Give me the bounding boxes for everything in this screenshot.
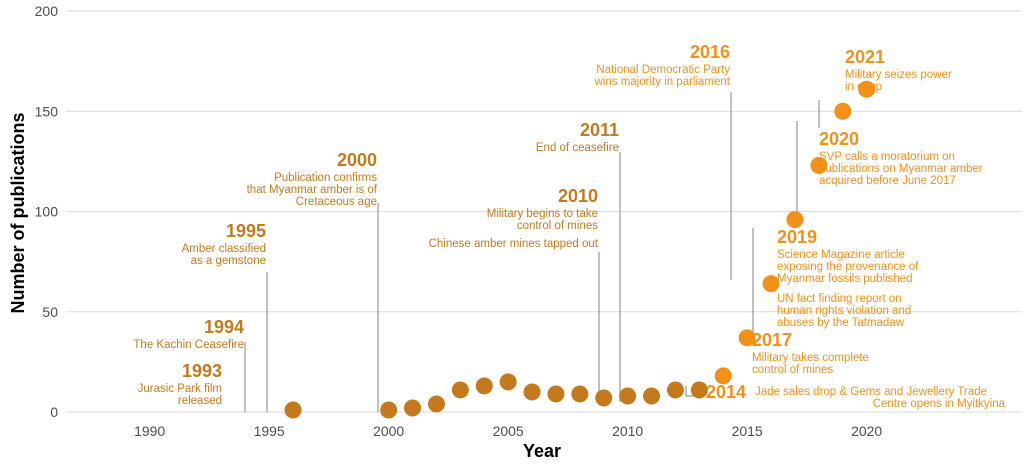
x-axis-title: Year — [523, 441, 561, 461]
annotation-year: 2011 — [580, 120, 619, 140]
gridlines — [66, 10, 1022, 413]
annotation-text: End of ceasefire — [536, 142, 619, 154]
x-tick-labels: 1990 1995 2000 2005 2010 2015 2020 — [134, 423, 882, 439]
data-point — [595, 389, 613, 407]
annotation: 1994 The Kachin Ceasefire — [133, 317, 244, 351]
annotation-year: 2019 — [777, 227, 817, 247]
annotation-year: 2010 — [558, 186, 598, 206]
data-point — [786, 211, 804, 229]
annotation: 2014 Jade sales drop & Gems and Jewellery… — [706, 382, 1006, 410]
data-points — [284, 80, 876, 419]
y-tick-labels: 0 50 100 150 200 — [35, 3, 59, 420]
annotation-year: 2021 — [845, 47, 885, 67]
data-point — [643, 387, 661, 405]
data-point — [858, 80, 876, 98]
annotation-year: 1993 — [182, 361, 222, 381]
x-tick-label: 2015 — [732, 423, 763, 439]
data-point — [427, 395, 445, 413]
annotation-text: Chinese amber mines tapped out — [429, 238, 599, 250]
annotation-text: Amber classified — [182, 243, 266, 255]
annotation-text: as a gemstone — [191, 255, 266, 267]
x-tick-label: 1995 — [254, 423, 285, 439]
annotation-text: Cretaceous age — [296, 196, 377, 208]
annotation-text: wins majority in parliament — [594, 76, 731, 88]
annotation-text: released — [178, 395, 222, 407]
annotation-text: publications on Myanmar amber — [819, 163, 983, 175]
data-point — [810, 156, 828, 174]
y-axis-title: Number of publications — [8, 112, 28, 313]
data-point — [451, 381, 469, 399]
annotation-year: 2017 — [752, 330, 792, 350]
data-point — [475, 377, 493, 395]
data-point — [619, 387, 637, 405]
annotation-year: 2000 — [337, 150, 377, 170]
annotation-text: SVP calls a moratorium on — [819, 151, 955, 163]
data-point — [284, 401, 302, 419]
x-tick-label: 2010 — [612, 423, 643, 439]
data-point — [404, 399, 422, 417]
annotation-year: 2016 — [690, 42, 730, 62]
x-tick-label: 2020 — [851, 423, 882, 439]
x-tick-label: 2000 — [373, 423, 404, 439]
annotation-text: acquired before June 2017 — [819, 175, 956, 187]
annotation-text: UN fact finding report on — [777, 293, 902, 305]
annotation-text: Military takes complete — [752, 352, 869, 364]
y-tick-label: 0 — [50, 404, 58, 420]
annotation-text: Publication confirms — [274, 172, 377, 184]
annotation-text: Jurasic Park film — [138, 383, 222, 395]
annotation-text: The Kachin Ceasefire — [133, 339, 244, 351]
annotation-year: 2020 — [819, 129, 859, 149]
y-tick-label: 200 — [35, 3, 59, 19]
annotation-connectors — [244, 92, 820, 412]
annotation-text: National Democratic Party — [596, 64, 730, 76]
x-tick-label: 2005 — [493, 423, 524, 439]
annotation-text: abuses by the Tatmadaw — [777, 317, 905, 329]
annotation-text: Science Magazine article — [777, 249, 905, 261]
data-point — [380, 401, 398, 419]
data-point — [762, 275, 780, 293]
annotation-text: human rights violation and — [777, 305, 911, 317]
annotation: 2020 SVP calls a moratorium onpublication… — [819, 129, 983, 187]
annotation-text: in coup — [845, 81, 882, 93]
data-point — [690, 381, 708, 399]
annotation-text: Military seizes power — [845, 69, 952, 81]
annotation-text: Jade sales drop & Gems and Jewellery Tra… — [755, 386, 987, 398]
annotation-year: 1994 — [204, 317, 244, 337]
y-tick-label: 50 — [42, 304, 58, 320]
annotation-text: control of mines — [517, 220, 598, 232]
annotation-text: Centre opens in Myitkyina — [873, 398, 1006, 410]
data-point — [666, 381, 684, 399]
annotation-text: control of mines — [752, 364, 833, 376]
annotation: 2011 End of ceasefire — [536, 120, 619, 154]
x-tick-label: 1990 — [134, 423, 165, 439]
data-point — [738, 329, 756, 347]
annotation-text: Military begins to take — [487, 208, 598, 220]
data-point — [571, 385, 589, 403]
data-point — [834, 102, 852, 120]
y-tick-label: 100 — [35, 204, 59, 220]
data-point — [714, 367, 732, 385]
y-tick-label: 150 — [35, 103, 59, 119]
annotation-text: that Myanmar amber is of — [247, 184, 378, 196]
annotation-year: 2014 — [706, 382, 746, 402]
data-point — [547, 385, 565, 403]
annotation-text: exposing the provenance of — [777, 261, 919, 273]
data-point — [523, 383, 541, 401]
annotation-year: 1995 — [226, 221, 266, 241]
annotation: Chinese amber mines tapped out — [429, 238, 599, 250]
annotation-text: Myanmar fossils published — [777, 273, 913, 285]
data-point — [499, 373, 517, 391]
